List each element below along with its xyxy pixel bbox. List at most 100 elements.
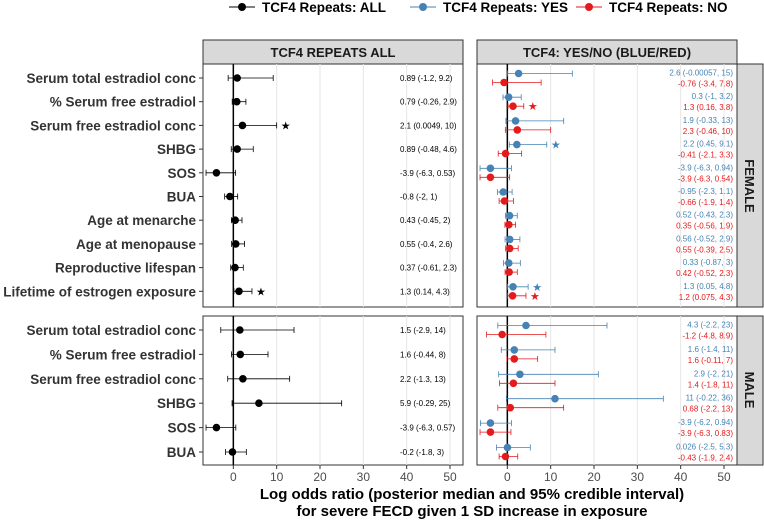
- row-label: SOS: [167, 166, 196, 181]
- annotation-all: 2.2 (-1.3, 13): [400, 375, 446, 384]
- no-female-point: [500, 197, 509, 205]
- row-label: BUA: [167, 445, 196, 460]
- legend: TCF4 Repeats: ALL TCF4 Repeats: YES TCF4…: [229, 0, 728, 15]
- legend-item-yes: TCF4 Repeats: YES: [410, 0, 568, 15]
- yes-female-point: [486, 164, 495, 173]
- annotation-no: 1.3 (0.16, 3.8): [683, 103, 733, 112]
- no-female-point: [505, 244, 514, 253]
- x-tick-label: 50: [443, 470, 457, 484]
- yes-female-star: ★: [532, 281, 542, 294]
- strip-col-all: TCF4 REPEATS ALL: [202, 39, 464, 65]
- panel-male-yesno: [476, 315, 738, 466]
- yes-male-point: [551, 394, 559, 403]
- annotation-all: 2.1 (0.0049, 10): [400, 121, 457, 130]
- strip-label-female: FEMALE: [742, 159, 757, 213]
- no-female-point: [513, 126, 522, 134]
- annotation-yes: 0.52 (-0.43, 2.3): [676, 211, 733, 220]
- yes-female-point: [505, 211, 514, 220]
- all-female-star: ★: [281, 119, 291, 132]
- annotation-no: -0.41 (-2.1, 3.3): [678, 151, 733, 160]
- yes-female-point: [505, 235, 514, 244]
- annotation-yes: 0.026 (-2.5, 5.3): [676, 443, 733, 452]
- yes-female-point: [499, 188, 508, 196]
- legend-label-yes: TCF4 Repeats: YES: [443, 0, 568, 15]
- strip-label-yesno: TCF4: YES/NO (BLUE/RED): [523, 45, 691, 60]
- all-female-point: [231, 240, 240, 248]
- annotation-yes: 1.3 (0.05, 4.8): [683, 282, 733, 291]
- annotation-all: 1.5 (-2.9, 14): [400, 326, 446, 335]
- strip-col-yesno: TCF4: YES/NO (BLUE/RED): [476, 39, 738, 65]
- annotation-no: -0.76 (-3.4, 7.8): [678, 80, 733, 89]
- legend-item-no: TCF4 Repeats: NO: [576, 0, 728, 15]
- row-label: % Serum free estradiol: [50, 347, 196, 362]
- yes-female-star: ★: [551, 139, 561, 152]
- no-female-star: ★: [530, 290, 540, 303]
- row-label: Serum free estradiol conc: [30, 118, 196, 133]
- row-label: SOS: [167, 421, 196, 436]
- strip-row-male: MALE: [736, 315, 764, 466]
- yes-male-point: [510, 346, 519, 354]
- yes-female-point: [514, 69, 523, 78]
- annotation-yes: 1.6 (-1.4, 11): [688, 345, 734, 354]
- annotation-all: 1.3 (0.14, 4.3): [400, 287, 450, 296]
- no-female-point: [505, 220, 513, 229]
- strip-label-all: TCF4 REPEATS ALL: [271, 45, 396, 60]
- all-male-point: [228, 448, 237, 456]
- yes-male-point: [516, 370, 524, 379]
- annotation-all: -3.9 (-6.3, 0.53): [400, 169, 455, 178]
- row-label: SHBG: [157, 142, 196, 157]
- annotation-no: 0.68 (-2.2, 13): [683, 405, 734, 414]
- panel-female-all: [202, 63, 464, 308]
- strip-label-male: MALE: [742, 372, 757, 409]
- x-tick-label: 30: [631, 470, 645, 484]
- annotation-no: -1.2 (-4.8, 8.9): [682, 332, 733, 341]
- annotation-no: -3.9 (-6.3, 0.83): [678, 429, 733, 438]
- no-male-point: [509, 379, 518, 388]
- x-tick-label: 40: [674, 470, 688, 484]
- no-female-star: ★: [528, 100, 538, 113]
- no-female-point: [505, 268, 513, 276]
- no-male-point: [506, 403, 515, 412]
- no-male-point: [510, 355, 519, 363]
- row-label: Reproductive lifespan: [55, 261, 196, 276]
- row-label: Serum total estradiol conc: [26, 323, 196, 338]
- annotation-yes: 0.33 (-0.87, 3): [683, 258, 734, 267]
- yes-female-point: [504, 93, 513, 101]
- annotation-all: -0.8 (-2, 1): [400, 193, 438, 202]
- annotation-yes: 0.56 (-0.52, 2.9): [676, 234, 733, 243]
- no-female-point: [509, 102, 517, 110]
- annotation-all: 1.6 (-0.44, 8): [400, 350, 446, 359]
- row-label: Serum free estradiol conc: [30, 372, 196, 387]
- x-tick-label: 30: [357, 470, 371, 484]
- no-female-point: [508, 292, 517, 300]
- annotation-no: 0.55 (-0.39, 2.5): [676, 245, 733, 254]
- x-axis-title-line1: Log odds ratio (posterior median and 95%…: [260, 486, 684, 503]
- all-male-point: [236, 326, 244, 334]
- annotation-all: -0.2 (-1.8, 3): [400, 448, 444, 457]
- no-male-point: [498, 330, 506, 339]
- all-female-point: [233, 145, 241, 153]
- annotation-no: -0.43 (-1.9, 2.4): [678, 454, 733, 463]
- x-tick-label: 10: [270, 470, 284, 484]
- x-tick-label: 40: [400, 470, 414, 484]
- no-female-point: [486, 173, 495, 182]
- x-axis-title-line2: for severe FECD given 1 SD increase in e…: [297, 503, 648, 520]
- all-female-star: ★: [256, 285, 266, 298]
- yes-male-point: [486, 419, 495, 427]
- annotation-yes: 2.2 (0.45, 9.1): [683, 140, 733, 149]
- row-label: % Serum free estradiol: [50, 95, 196, 110]
- annotation-all: 0.37 (-0.61, 2.3): [400, 264, 457, 273]
- annotation-yes: 11 (-0.22, 36): [686, 394, 734, 403]
- annotation-all: 0.43 (-0.45, 2): [400, 216, 451, 225]
- all-male-point: [212, 423, 221, 432]
- all-female-point: [233, 74, 241, 82]
- yes-male-point: [503, 443, 512, 452]
- panel-female-yesno: [476, 63, 738, 308]
- row-label: Age at menarche: [87, 213, 196, 228]
- annotation-yes: -3.9 (-6.3, 0.94): [678, 163, 733, 172]
- annotation-yes: 1.9 (-0.33, 13): [683, 116, 734, 125]
- annotation-no: 0.42 (-0.52, 2.3): [676, 269, 733, 278]
- annotation-no: -0.66 (-1.9, 1.4): [678, 198, 733, 207]
- all-male-point: [239, 375, 247, 383]
